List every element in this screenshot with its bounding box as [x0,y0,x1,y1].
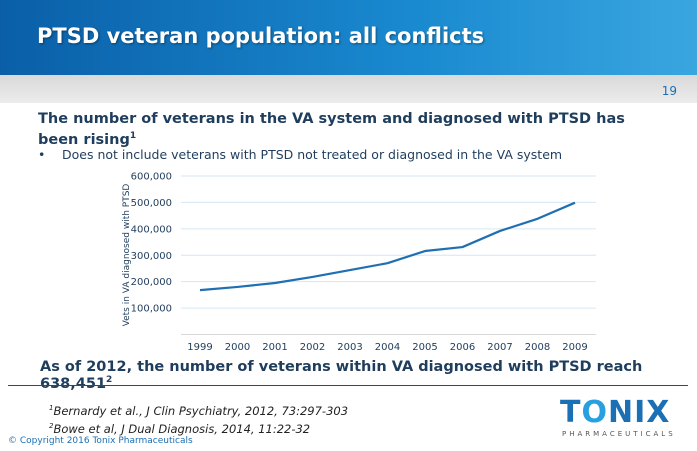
headline-text: The number of veterans in the VA system … [38,111,625,148]
x-tick-label: 2009 [562,342,587,353]
y-tick-label: 200,000 [131,277,172,288]
x-tick-label: 2005 [412,342,437,353]
logo-word: TONIX [560,395,671,430]
y-tick-label: 400,000 [131,224,172,235]
x-tick-label: 1999 [187,342,212,353]
x-tick-label: 2003 [337,342,362,353]
y-tick-label: 100,000 [131,304,172,315]
x-tick-label: 2004 [375,342,400,353]
y-tick-label: 500,000 [131,198,172,209]
slide-title: PTSD veteran population: all conflicts [37,24,485,48]
ref-text: Bernardy et al., J Clin Psychiatry, 2012… [53,403,349,418]
reference-2: 2Bowe et al, J Dual Diagnosis, 2014, 11:… [49,419,348,437]
footnote-ref: 2 [106,375,113,385]
y-tick-label: 600,000 [131,172,172,183]
ref-sup: 2 [49,421,54,430]
tonix-logo: TONIX PHARMACEUTICALS [560,395,680,439]
title-bar: PTSD veteran population: all conflicts [0,0,697,75]
divider [8,385,688,386]
references: 1Bernardy et al., J Clin Psychiatry, 201… [49,401,348,437]
x-tick-label: 2001 [262,342,287,353]
y-tick-label: 300,000 [131,251,172,262]
bullet-text: Does not include veterans with PTSD not … [62,147,563,162]
x-tick-label: 2002 [300,342,325,353]
footnote-ref: 1 [129,131,137,141]
ref-sup: 1 [49,404,54,412]
x-tick-label: 2000 [225,342,250,353]
page-number: 19 [661,84,677,98]
ref-text: Bowe et al, J Dual Diagnosis, 2014, 11:2… [53,421,311,436]
headline: The number of veterans in the VA system … [38,111,648,149]
bullet-item: • Does not include veterans with PTSD not… [38,147,563,162]
logo-subtitle: PHARMACEUTICALS [562,430,676,438]
subheader-band [0,75,697,103]
y-axis-label: Vets in VA diagnosed with PTSD [122,184,132,327]
series-line [199,201,576,292]
copyright: © Copyright 2016 Tonix Pharmaceuticals [8,436,193,446]
x-tick-label: 2008 [525,342,550,353]
x-tick-label: 2007 [487,342,512,353]
summary-text: As of 2012, the number of veterans withi… [40,359,643,392]
reference-1: 1Bernardy et al., J Clin Psychiatry, 201… [49,401,348,419]
summary-statement: As of 2012, the number of veterans withi… [40,359,697,392]
x-tick-label: 2006 [450,342,475,353]
